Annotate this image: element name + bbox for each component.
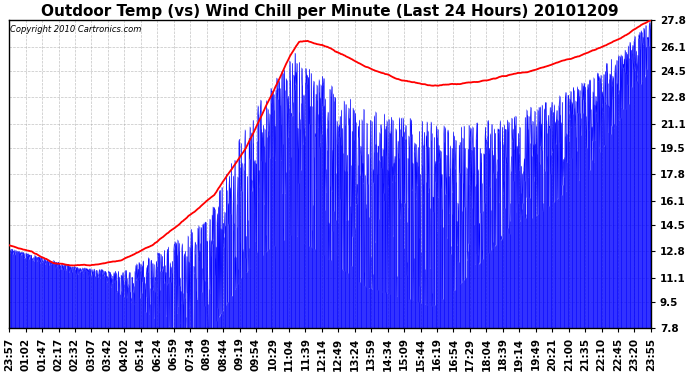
Title: Outdoor Temp (vs) Wind Chill per Minute (Last 24 Hours) 20101209: Outdoor Temp (vs) Wind Chill per Minute … xyxy=(41,4,619,19)
Text: Copyright 2010 Cartronics.com: Copyright 2010 Cartronics.com xyxy=(10,25,142,34)
